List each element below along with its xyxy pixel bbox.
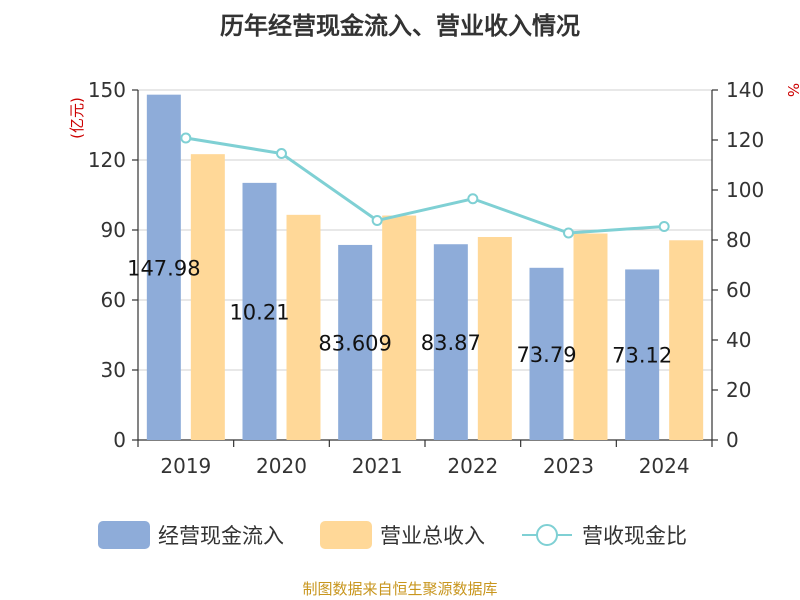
data-label: 147.98	[127, 256, 200, 280]
bar-2021-0	[338, 244, 373, 440]
bar-2022-1	[477, 237, 512, 440]
data-label: 10.21	[229, 300, 289, 324]
y-left-tick-label: 30	[101, 358, 126, 382]
legend-swatch	[98, 521, 150, 549]
x-tick-label: 2019	[160, 454, 211, 478]
source-note: 制图数据来自恒生聚源数据库	[302, 580, 498, 598]
bar-2023-0	[529, 267, 564, 440]
line-series	[185, 136, 665, 235]
y-right-tick-label: 40	[726, 328, 751, 352]
y-right-tick-label: 20	[726, 378, 751, 402]
legend-label: 营业总收入	[380, 524, 485, 548]
legend-label: 营收现金比	[582, 524, 687, 548]
bar-2023-1	[573, 233, 608, 440]
x-tick-label: 2021	[352, 454, 403, 478]
y-right-tick-label: 0	[726, 428, 739, 452]
line-point-2021	[371, 215, 383, 226]
bar-2024-0	[625, 269, 660, 440]
data-label: 73.79	[516, 343, 576, 367]
y-left-tick-label: 0	[113, 428, 126, 452]
y-right-tick-label: 100	[726, 178, 764, 202]
bar-2021-1	[382, 215, 417, 440]
bar-2020-1	[286, 214, 321, 440]
y-left-tick-label: 120	[88, 148, 126, 172]
y-left-tick-label: 60	[101, 288, 126, 312]
x-tick-label: 2024	[639, 454, 690, 478]
y-right-tick-label: 120	[726, 128, 764, 152]
bar-2019-0	[146, 94, 181, 441]
y-right-tick-label: 80	[726, 228, 751, 252]
data-label: 83.87	[421, 331, 481, 355]
line-point-2022	[467, 193, 479, 205]
chart-title: 历年经营现金流入、营业收入情况	[220, 12, 580, 40]
data-label: 83.609	[318, 331, 391, 355]
legend-marker	[536, 524, 558, 546]
bar-2020-0	[242, 182, 277, 440]
line-point-2023	[563, 227, 574, 239]
y-left-unit: (亿元)	[68, 97, 86, 139]
x-tick-label: 2022	[447, 454, 498, 478]
bar-2019-1	[190, 154, 225, 440]
y-right-tick-label: 60	[726, 278, 751, 302]
bar-2024-1	[669, 240, 704, 440]
line-point-2019	[180, 132, 192, 144]
x-tick-label: 2023	[543, 454, 594, 478]
legend-swatch	[320, 521, 372, 549]
x-tick-label: 2020	[256, 454, 307, 478]
legend-label: 经营现金流入	[158, 524, 284, 548]
line-point-2020	[276, 148, 287, 159]
line-point-2024	[658, 221, 670, 232]
data-label: 73.12	[612, 344, 672, 368]
bar-2022-0	[433, 244, 468, 440]
y-left-tick-label: 90	[101, 218, 126, 242]
y-right-tick-label: 140	[726, 78, 764, 102]
y-right-unit: %	[784, 83, 800, 97]
y-left-tick-label: 150	[88, 78, 126, 102]
